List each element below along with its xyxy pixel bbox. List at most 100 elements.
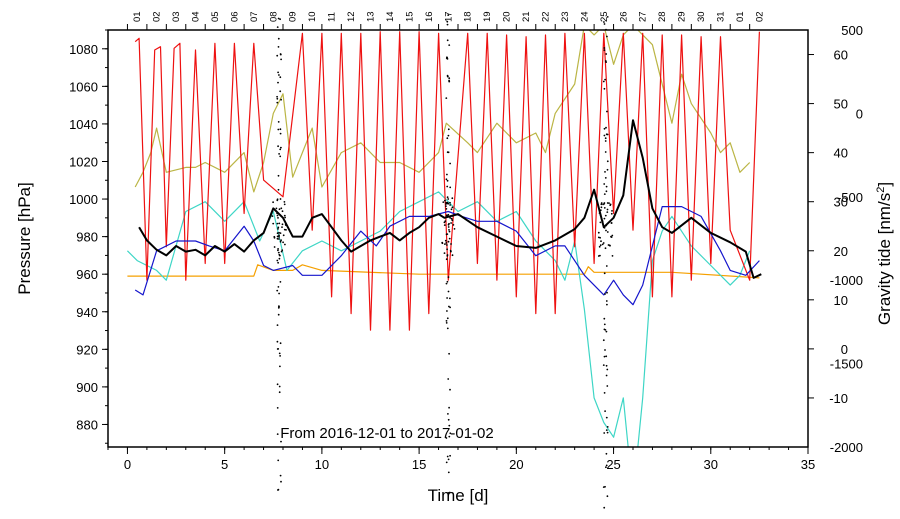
scatter-point [283, 201, 286, 203]
scatter-point [599, 209, 602, 212]
top-day-label: 13 [366, 11, 377, 22]
scatter-point [446, 196, 449, 199]
right-upper-tick-label: 60 [834, 48, 848, 63]
right-upper-tick-label: 10 [834, 293, 848, 308]
scatter-point [603, 202, 606, 204]
scatter-point [279, 198, 282, 200]
top-day-label: 04 [191, 11, 202, 22]
scatter-point [597, 231, 600, 234]
scatter-point [599, 213, 602, 216]
scatter-point [277, 459, 280, 462]
scatter-point [279, 474, 282, 477]
scatter-point [443, 221, 446, 224]
x-tick-label: 15 [412, 457, 426, 472]
scatter-point [279, 18, 281, 21]
scatter-point [280, 480, 282, 483]
scatter-point [450, 250, 452, 253]
x-tick-label: 35 [801, 457, 815, 472]
scatter-point [277, 251, 280, 254]
scatter-point [276, 433, 279, 435]
scatter-point [446, 233, 449, 236]
scatter-point [447, 418, 450, 421]
top-day-label: 26 [618, 11, 629, 22]
top-day-label: 31 [716, 11, 727, 22]
scatter-point [453, 228, 456, 230]
scatter-point [281, 210, 284, 213]
right-lower-tick-label: -1500 [830, 357, 863, 372]
scatter-point [606, 202, 609, 204]
scatter-point [606, 368, 609, 371]
x-tick-label: 30 [704, 457, 718, 472]
top-day-label: 01 [735, 11, 746, 22]
scatter-point [448, 435, 451, 438]
scatter-point [279, 342, 282, 345]
scatter-point [444, 239, 447, 242]
x-tick-label: 0 [124, 457, 131, 472]
scatter-point [278, 257, 281, 260]
scatter-point [603, 217, 606, 220]
left-tick-label: 1080 [69, 42, 98, 57]
scatter-point [604, 410, 606, 412]
scatter-point [449, 454, 451, 457]
right-lower-tick-label: -1000 [830, 273, 863, 288]
scatter-point [605, 53, 608, 55]
top-day-label: 22 [541, 11, 552, 22]
scatter-point [276, 212, 278, 215]
scatter-point [604, 78, 606, 81]
scatter-point [447, 134, 450, 137]
scatter-point [605, 61, 607, 63]
scatter-point [279, 281, 282, 283]
scatter-point [277, 145, 279, 148]
scatter-point [278, 208, 281, 211]
scatter-point [273, 236, 276, 239]
scatter-point [605, 224, 608, 227]
right-lower-tick-label: 500 [841, 23, 863, 38]
scatter-point [281, 249, 284, 252]
top-day-label: 25 [599, 11, 610, 22]
scatter-point [276, 340, 279, 343]
scatter-point [447, 290, 450, 293]
scatter-point [610, 212, 613, 215]
scatter-point [446, 297, 448, 299]
scatter-point [447, 471, 450, 474]
scatter-point [606, 211, 609, 214]
x-tick-label: 20 [509, 457, 523, 472]
series-group [126, 30, 762, 447]
x-tick-label: 5 [221, 457, 228, 472]
scatter-point [602, 80, 605, 83]
left-tick-label: 880 [76, 417, 98, 432]
scatter-point [446, 248, 448, 251]
scatter-point [277, 488, 280, 491]
scatter-point [280, 146, 282, 149]
scatter-point [601, 243, 604, 246]
left-tick-label: 940 [76, 305, 98, 320]
scatter-point [603, 323, 606, 326]
scatter-point [446, 179, 449, 182]
scatter-point [277, 71, 279, 74]
scatter-point [446, 327, 449, 330]
scatter-point [276, 237, 279, 240]
scatter-point [441, 242, 444, 245]
scatter-point [276, 214, 279, 217]
scatter-point [449, 217, 451, 219]
right-axis-title-end: ] [875, 182, 894, 187]
scatter-point [448, 230, 451, 233]
scatter-point [448, 79, 450, 82]
scatter-point [445, 97, 448, 99]
scatter-point [279, 240, 282, 243]
scatter-point [276, 101, 279, 104]
right-lower-tick-label: -500 [837, 190, 863, 205]
scatter-point [605, 265, 608, 267]
scatter-point [279, 90, 282, 93]
scatter-point [445, 208, 448, 210]
scatter-point [277, 37, 280, 40]
scatter-point [445, 258, 448, 261]
scatter-point [445, 320, 448, 322]
scatter-point [604, 171, 606, 173]
scatter-point [279, 128, 282, 131]
top-day-label: 02 [754, 11, 765, 22]
top-day-label: 14 [385, 11, 396, 22]
scatter-point [446, 317, 449, 320]
scatter-point [445, 242, 448, 244]
